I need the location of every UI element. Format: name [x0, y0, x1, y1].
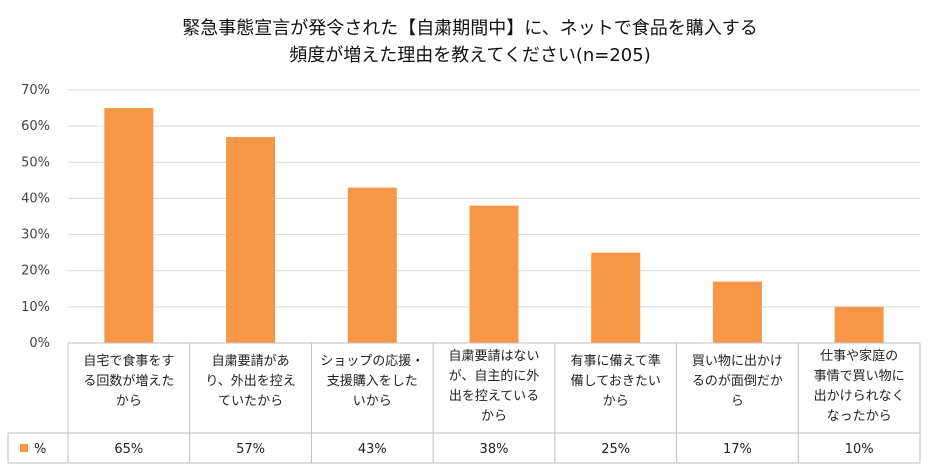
y-tick-label: 50%	[21, 155, 50, 170]
category-label: ショップの応援・支援購入をしたいから	[320, 354, 424, 409]
category-label: 買い物に出かけるのが面倒だから	[692, 354, 783, 409]
bar	[104, 108, 154, 343]
chart-title: 緊急事態宣言が発令された【自粛期間中】に、ネットで食品を購入する	[182, 18, 758, 39]
category-label: 自粛要請があり、外出を控えていたから	[205, 354, 295, 409]
data-label: 10%	[845, 442, 874, 457]
legend-swatch	[20, 444, 28, 452]
legend-label: %	[34, 442, 46, 457]
data-label: 38%	[480, 442, 509, 457]
data-label: 65%	[114, 442, 143, 457]
category-label: 自宅で食事をする回数が増えたから	[83, 353, 174, 409]
category-label: 自粛要請はないが、自主的に外出を控えているから	[448, 349, 539, 424]
y-tick-label: 20%	[21, 264, 50, 279]
data-label: 25%	[601, 442, 630, 457]
y-tick-label: 30%	[21, 228, 50, 243]
y-tick-label: 70%	[21, 83, 50, 98]
data-label: 17%	[723, 442, 752, 457]
bar	[591, 252, 641, 343]
y-tick-label: 40%	[21, 191, 50, 206]
bar	[226, 136, 276, 343]
category-label: 仕事や家庭の事情で買い物に出かけられなくなったから	[814, 348, 905, 424]
y-tick-label: 10%	[21, 300, 50, 315]
bar	[712, 281, 762, 343]
data-label: 57%	[236, 442, 265, 457]
category-label: 有事に備えて準備しておきたいから	[571, 353, 661, 409]
chart-subtitle: 頻度が増えた理由を教えてください(n=205)	[289, 45, 651, 66]
bar	[834, 306, 884, 343]
y-tick-label: 0%	[29, 336, 50, 351]
bar	[469, 205, 519, 343]
data-label: 43%	[358, 442, 387, 457]
y-tick-label: 60%	[21, 119, 50, 134]
bar	[347, 187, 397, 343]
